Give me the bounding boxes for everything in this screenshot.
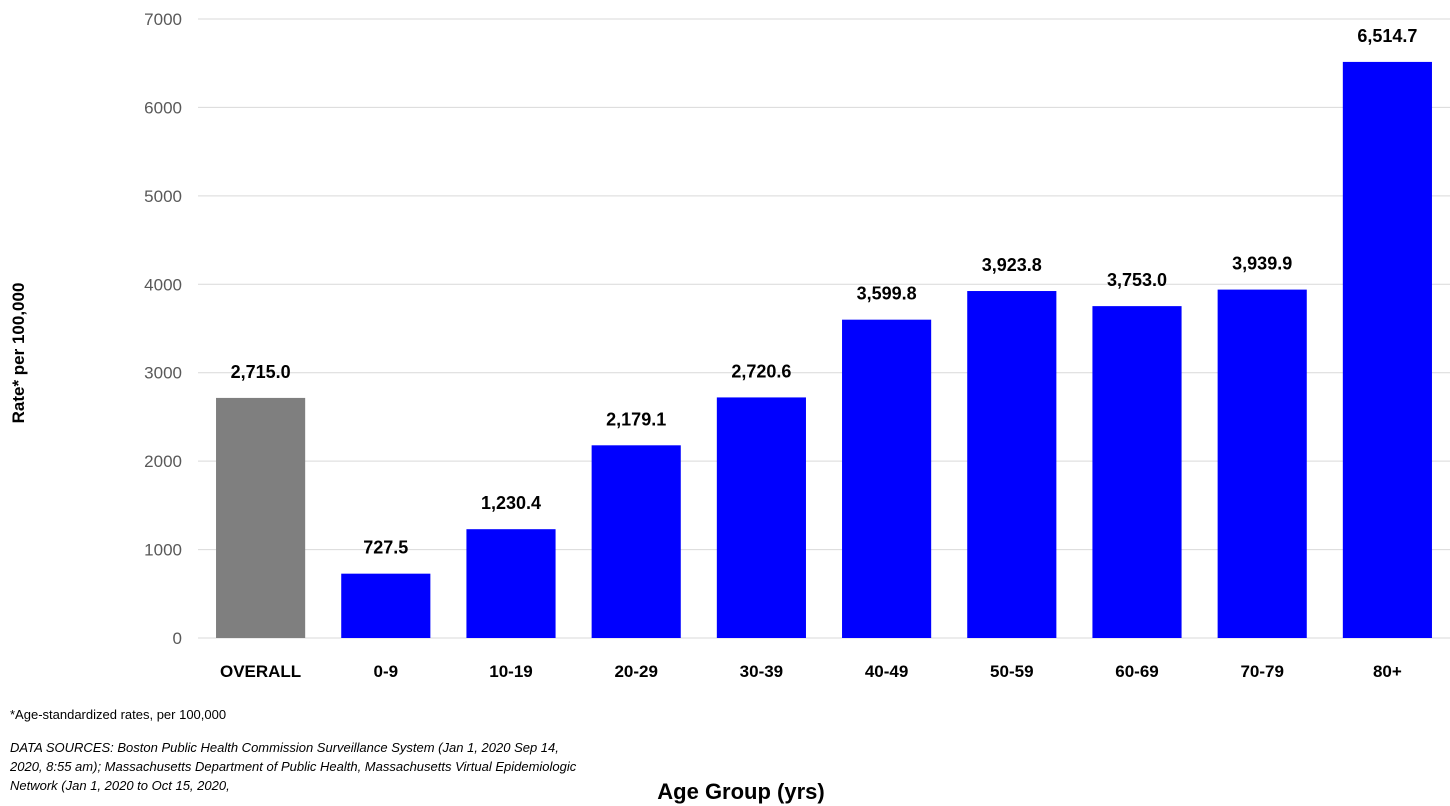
y-tick-label: 0 xyxy=(173,629,182,648)
data-label-40-49: 3,599.8 xyxy=(857,284,917,304)
data-label-60-69: 3,753.0 xyxy=(1107,270,1167,290)
data-sources-note: DATA SOURCES: Boston Public Health Commi… xyxy=(10,740,577,793)
y-tick-label: 7000 xyxy=(144,10,182,29)
data-label-30-39: 2,720.6 xyxy=(731,361,791,381)
x-category-label: 70-79 xyxy=(1240,662,1283,681)
y-tick-label: 4000 xyxy=(144,275,182,294)
x-category-label: 30-39 xyxy=(740,662,783,681)
x-category-label: OVERALL xyxy=(220,662,301,681)
bar-10-19 xyxy=(466,529,556,638)
bar-30-39 xyxy=(716,397,806,638)
bar-50-59 xyxy=(967,291,1057,638)
x-axis-categories: OVERALL 0-9 10-19 20-29 30-39 40-49 50-59 60-69… xyxy=(220,662,1402,681)
data-labels: 2,715.0 727.5 1,230.4 2,179.1 2,720.6 3,599.8… xyxy=(231,26,1418,558)
data-label-10-19: 1,230.4 xyxy=(481,493,541,513)
x-category-label: 40-49 xyxy=(865,662,908,681)
x-category-label: 20-29 xyxy=(614,662,657,681)
footnote: *Age-standardized rates, per 100,000 xyxy=(10,707,227,722)
x-category-label: 50-59 xyxy=(990,662,1033,681)
gridlines xyxy=(198,18,1450,639)
x-category-label: 0-9 xyxy=(374,662,399,681)
bar-40-49 xyxy=(842,319,932,638)
bar-70-79 xyxy=(1217,289,1307,638)
data-label-80+: 6,514.7 xyxy=(1357,26,1417,46)
y-tick-label: 3000 xyxy=(144,364,182,383)
bars xyxy=(216,61,1432,639)
y-tick-label: 5000 xyxy=(144,187,182,206)
data-label-20-29: 2,179.1 xyxy=(606,409,666,429)
y-axis-ticks: 0 1000 2000 3000 4000 5000 6000 7000 xyxy=(144,10,182,648)
bar-20-29 xyxy=(591,445,681,638)
bar-OVERALL xyxy=(216,397,306,638)
x-category-label: 80+ xyxy=(1373,662,1402,681)
y-tick-label: 1000 xyxy=(144,541,182,560)
data-label-0-9: 727.5 xyxy=(363,538,408,558)
y-tick-label: 6000 xyxy=(144,98,182,117)
y-axis-title: Rate* per 100,000 xyxy=(9,283,28,424)
x-category-label: 10-19 xyxy=(489,662,532,681)
bar-0-9 xyxy=(341,573,431,638)
data-label-50-59: 3,923.8 xyxy=(982,255,1042,275)
data-label-70-79: 3,939.9 xyxy=(1232,254,1292,274)
data-label-OVERALL: 2,715.0 xyxy=(231,362,291,382)
bar-60-69 xyxy=(1092,306,1182,638)
x-category-label: 60-69 xyxy=(1115,662,1158,681)
bar-80+ xyxy=(1342,61,1432,639)
x-axis-title: Age Group (yrs) xyxy=(657,779,824,804)
y-tick-label: 2000 xyxy=(144,452,182,471)
